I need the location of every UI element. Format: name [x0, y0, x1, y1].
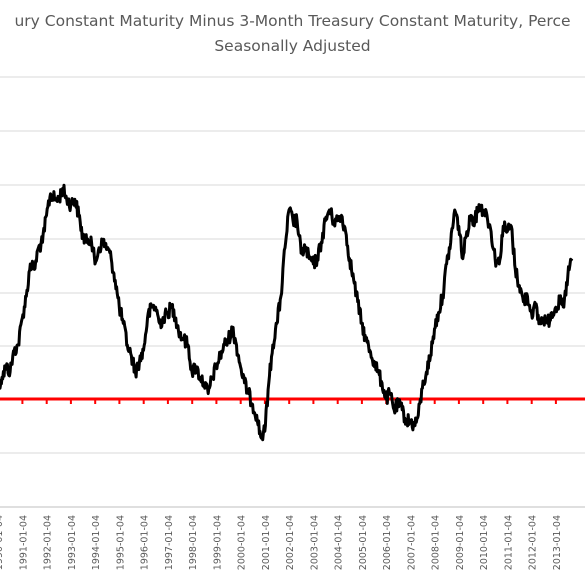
reference-line-marker [94, 400, 97, 404]
reference-line-marker [506, 400, 509, 404]
x-tick-label: 2000-01-04 [237, 515, 248, 570]
x-tick-label: 1996-01-04 [140, 515, 151, 570]
chart-title-line-1: ury Constant Maturity Minus 3-Month Trea… [14, 12, 571, 30]
reference-line-marker [263, 400, 266, 404]
chart-title-line-2: Seasonally Adjusted [214, 37, 371, 55]
x-tick-label: 2003-01-04 [309, 515, 320, 570]
reference-line-marker [457, 400, 460, 404]
reference-line-marker [69, 400, 72, 404]
x-tick-label: 2002-01-04 [285, 515, 296, 570]
x-tick-label: 1991-01-04 [18, 515, 29, 570]
reference-line-marker [191, 400, 194, 404]
reference-line-marker [409, 400, 412, 404]
x-tick-label: 2004-01-04 [334, 515, 345, 570]
reference-line-marker [312, 400, 315, 404]
x-tick-label: 1994-01-04 [91, 515, 102, 570]
reference-line-marker [433, 400, 436, 404]
x-tick-label: 1995-01-04 [115, 515, 126, 570]
x-tick-label: 2008-01-04 [431, 515, 442, 570]
reference-line-marker [45, 400, 48, 404]
reference-line-marker [554, 400, 557, 404]
reference-line-marker [482, 400, 485, 404]
x-tick-label: 1997-01-04 [164, 515, 175, 570]
x-tick-label: 1998-01-04 [188, 515, 199, 570]
gridlines [0, 76, 585, 508]
x-tick-label: 2005-01-04 [358, 515, 369, 570]
x-tick-label: 2012-01-04 [528, 515, 539, 570]
x-tick-label: 1999-01-04 [212, 515, 223, 570]
reference-line-marker [118, 400, 121, 404]
x-tick-label: 1992-01-04 [43, 515, 54, 570]
x-tick-label: 2011-01-04 [503, 515, 514, 570]
x-tick-label: 2013-01-04 [552, 515, 563, 570]
reference-line-marker [360, 400, 363, 404]
x-tick-label: 1993-01-04 [67, 515, 78, 570]
x-axis: 1990-01-04 1991-01-04 1992-01-04 1993-01-04… [0, 506, 585, 570]
reference-line-marker [336, 400, 339, 404]
x-tick-label: 2009-01-04 [455, 515, 466, 570]
x-tick-label: 1990-01-04 [0, 515, 5, 570]
x-tick-label: 2001-01-04 [261, 515, 272, 570]
series-line [0, 183, 574, 442]
reference-line-marker [215, 400, 218, 404]
reference-line-marker [530, 400, 533, 404]
reference-line-marker [166, 400, 169, 404]
x-tick-label: 2006-01-04 [382, 515, 393, 570]
reference-line-marker [21, 400, 24, 404]
x-tick-label: 2010-01-04 [479, 515, 490, 570]
x-tick-label: 2007-01-04 [406, 515, 417, 570]
reference-line-marker [288, 400, 291, 404]
reference-line-marker [239, 400, 242, 404]
reference-line-marker [142, 400, 145, 404]
